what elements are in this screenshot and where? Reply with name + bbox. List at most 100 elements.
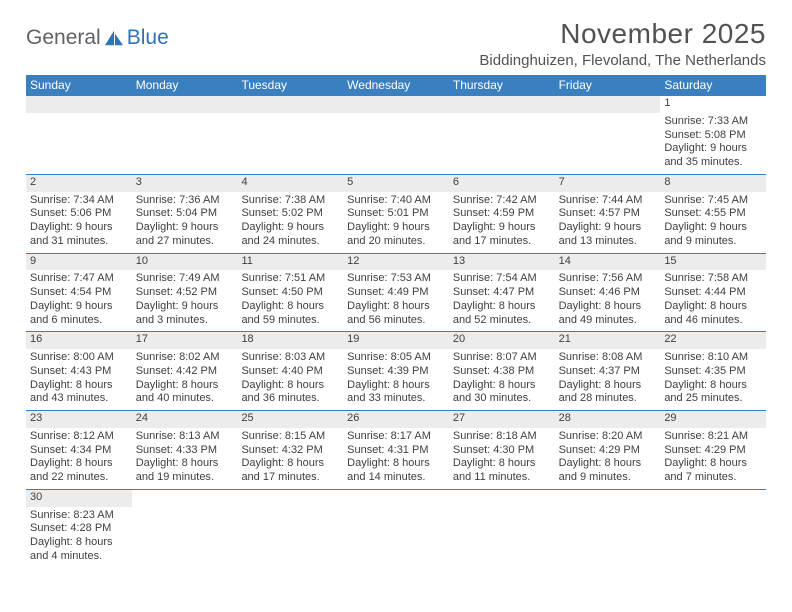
- daylight-line: Daylight: 8 hours and 43 minutes.: [30, 379, 128, 407]
- daylight-line: Daylight: 8 hours and 28 minutes.: [559, 379, 657, 407]
- day-cell: [237, 96, 343, 174]
- day-body: Sunrise: 8:00 AMSunset: 4:43 PMDaylight:…: [26, 349, 132, 410]
- day-body: Sunrise: 8:12 AMSunset: 4:34 PMDaylight:…: [26, 428, 132, 489]
- sunset-line: Sunset: 4:35 PM: [664, 365, 762, 379]
- day-body: Sunrise: 8:07 AMSunset: 4:38 PMDaylight:…: [449, 349, 555, 410]
- day-number: 2: [26, 175, 132, 192]
- sunset-line: Sunset: 4:47 PM: [453, 286, 551, 300]
- sunrise-line: Sunrise: 7:44 AM: [559, 194, 657, 208]
- day-cell: [449, 490, 555, 568]
- day-cell: 17Sunrise: 8:02 AMSunset: 4:42 PMDayligh…: [132, 332, 238, 410]
- day-body: Sunrise: 8:10 AMSunset: 4:35 PMDaylight:…: [660, 349, 766, 410]
- day-cell: 18Sunrise: 8:03 AMSunset: 4:40 PMDayligh…: [237, 332, 343, 410]
- daylight-line: Daylight: 9 hours and 17 minutes.: [453, 221, 551, 249]
- logo: General Blue: [26, 18, 169, 50]
- day-cell: [660, 490, 766, 568]
- sunrise-line: Sunrise: 8:13 AM: [136, 430, 234, 444]
- empty-day-bar: [343, 96, 449, 113]
- day-cell: [132, 96, 238, 174]
- day-number: 20: [449, 332, 555, 349]
- day-number: 18: [237, 332, 343, 349]
- daylight-line: Daylight: 8 hours and 22 minutes.: [30, 457, 128, 485]
- sunrise-line: Sunrise: 8:03 AM: [241, 351, 339, 365]
- sunrise-line: Sunrise: 7:36 AM: [136, 194, 234, 208]
- day-number: 23: [26, 411, 132, 428]
- daylight-line: Daylight: 8 hours and 11 minutes.: [453, 457, 551, 485]
- sunset-line: Sunset: 4:44 PM: [664, 286, 762, 300]
- daylight-line: Daylight: 8 hours and 49 minutes.: [559, 300, 657, 328]
- sunrise-line: Sunrise: 7:45 AM: [664, 194, 762, 208]
- day-body: Sunrise: 7:44 AMSunset: 4:57 PMDaylight:…: [555, 192, 661, 253]
- day-body: Sunrise: 7:51 AMSunset: 4:50 PMDaylight:…: [237, 270, 343, 331]
- sunrise-line: Sunrise: 7:53 AM: [347, 272, 445, 286]
- day-number: 3: [132, 175, 238, 192]
- daylight-line: Daylight: 8 hours and 19 minutes.: [136, 457, 234, 485]
- day-body: Sunrise: 7:58 AMSunset: 4:44 PMDaylight:…: [660, 270, 766, 331]
- daylight-line: Daylight: 8 hours and 52 minutes.: [453, 300, 551, 328]
- calendar: Sunday Monday Tuesday Wednesday Thursday…: [26, 75, 766, 568]
- day-number: 29: [660, 411, 766, 428]
- day-cell: 6Sunrise: 7:42 AMSunset: 4:59 PMDaylight…: [449, 175, 555, 253]
- weekday-header: Sunday Monday Tuesday Wednesday Thursday…: [26, 75, 766, 96]
- day-cell: 20Sunrise: 8:07 AMSunset: 4:38 PMDayligh…: [449, 332, 555, 410]
- sunset-line: Sunset: 5:01 PM: [347, 207, 445, 221]
- empty-day-bar: [237, 96, 343, 113]
- daylight-line: Daylight: 8 hours and 7 minutes.: [664, 457, 762, 485]
- logo-text-2: Blue: [127, 26, 169, 50]
- week-row: 2Sunrise: 7:34 AMSunset: 5:06 PMDaylight…: [26, 175, 766, 254]
- week-row: 9Sunrise: 7:47 AMSunset: 4:54 PMDaylight…: [26, 254, 766, 333]
- sail-icon: [103, 29, 125, 47]
- day-cell: [555, 490, 661, 568]
- day-number: 5: [343, 175, 449, 192]
- day-body: Sunrise: 8:08 AMSunset: 4:37 PMDaylight:…: [555, 349, 661, 410]
- sunset-line: Sunset: 4:43 PM: [30, 365, 128, 379]
- sunrise-line: Sunrise: 8:10 AM: [664, 351, 762, 365]
- weekday-fri: Friday: [555, 75, 661, 96]
- day-number: 1: [660, 96, 766, 113]
- daylight-line: Daylight: 8 hours and 14 minutes.: [347, 457, 445, 485]
- day-body: Sunrise: 7:42 AMSunset: 4:59 PMDaylight:…: [449, 192, 555, 253]
- daylight-line: Daylight: 9 hours and 27 minutes.: [136, 221, 234, 249]
- day-cell: 7Sunrise: 7:44 AMSunset: 4:57 PMDaylight…: [555, 175, 661, 253]
- daylight-line: Daylight: 9 hours and 35 minutes.: [664, 142, 762, 170]
- day-number: 24: [132, 411, 238, 428]
- day-cell: 30Sunrise: 8:23 AMSunset: 4:28 PMDayligh…: [26, 490, 132, 568]
- day-number: 6: [449, 175, 555, 192]
- logo-text-1: General: [26, 26, 101, 50]
- sunrise-line: Sunrise: 7:58 AM: [664, 272, 762, 286]
- sunset-line: Sunset: 4:49 PM: [347, 286, 445, 300]
- sunrise-line: Sunrise: 7:38 AM: [241, 194, 339, 208]
- sunset-line: Sunset: 4:34 PM: [30, 444, 128, 458]
- sunset-line: Sunset: 4:40 PM: [241, 365, 339, 379]
- daylight-line: Daylight: 9 hours and 6 minutes.: [30, 300, 128, 328]
- sunrise-line: Sunrise: 7:33 AM: [664, 115, 762, 129]
- day-body: Sunrise: 7:47 AMSunset: 4:54 PMDaylight:…: [26, 270, 132, 331]
- daylight-line: Daylight: 9 hours and 3 minutes.: [136, 300, 234, 328]
- day-cell: 12Sunrise: 7:53 AMSunset: 4:49 PMDayligh…: [343, 254, 449, 332]
- day-number: 17: [132, 332, 238, 349]
- day-cell: 14Sunrise: 7:56 AMSunset: 4:46 PMDayligh…: [555, 254, 661, 332]
- day-cell: 9Sunrise: 7:47 AMSunset: 4:54 PMDaylight…: [26, 254, 132, 332]
- sunset-line: Sunset: 5:08 PM: [664, 129, 762, 143]
- week-row: 23Sunrise: 8:12 AMSunset: 4:34 PMDayligh…: [26, 411, 766, 490]
- week-row: 30Sunrise: 8:23 AMSunset: 4:28 PMDayligh…: [26, 490, 766, 568]
- page-title: November 2025: [479, 18, 766, 50]
- day-cell: 29Sunrise: 8:21 AMSunset: 4:29 PMDayligh…: [660, 411, 766, 489]
- day-cell: [343, 490, 449, 568]
- sunset-line: Sunset: 4:54 PM: [30, 286, 128, 300]
- empty-day-bar: [449, 96, 555, 113]
- weekday-mon: Monday: [132, 75, 238, 96]
- daylight-line: Daylight: 8 hours and 17 minutes.: [241, 457, 339, 485]
- sunrise-line: Sunrise: 8:12 AM: [30, 430, 128, 444]
- day-number: 21: [555, 332, 661, 349]
- day-body: Sunrise: 7:53 AMSunset: 4:49 PMDaylight:…: [343, 270, 449, 331]
- day-body: Sunrise: 8:21 AMSunset: 4:29 PMDaylight:…: [660, 428, 766, 489]
- day-body: Sunrise: 8:15 AMSunset: 4:32 PMDaylight:…: [237, 428, 343, 489]
- sunset-line: Sunset: 4:57 PM: [559, 207, 657, 221]
- day-number: 7: [555, 175, 661, 192]
- sunrise-line: Sunrise: 8:02 AM: [136, 351, 234, 365]
- day-cell: 2Sunrise: 7:34 AMSunset: 5:06 PMDaylight…: [26, 175, 132, 253]
- day-body: Sunrise: 8:18 AMSunset: 4:30 PMDaylight:…: [449, 428, 555, 489]
- sunset-line: Sunset: 4:50 PM: [241, 286, 339, 300]
- sunrise-line: Sunrise: 7:49 AM: [136, 272, 234, 286]
